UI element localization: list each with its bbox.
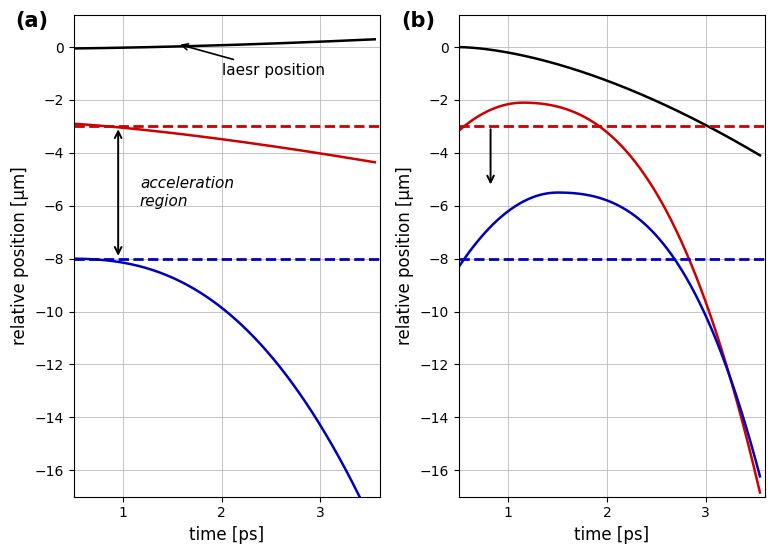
- Text: laesr position: laesr position: [182, 44, 325, 78]
- X-axis label: time [ps]: time [ps]: [189, 526, 265, 544]
- Text: (a): (a): [16, 11, 49, 31]
- Text: (b): (b): [401, 11, 435, 31]
- X-axis label: time [ps]: time [ps]: [574, 526, 650, 544]
- Y-axis label: relative position [μm]: relative position [μm]: [397, 166, 414, 345]
- Y-axis label: relative position [μm]: relative position [μm]: [11, 166, 29, 345]
- Text: acceleration
region: acceleration region: [140, 176, 234, 209]
